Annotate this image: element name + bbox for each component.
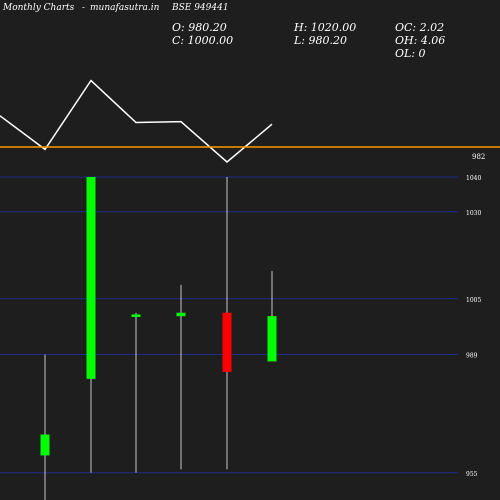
price-grid — [0, 176, 458, 474]
price-tick-label: 955 — [466, 471, 478, 478]
candle — [267, 270, 277, 362]
reference-line: 982 — [0, 146, 500, 161]
volume-line — [0, 79, 273, 163]
price-tick-label: 1040 — [466, 175, 481, 182]
price-tick-label: 1030 — [466, 210, 481, 217]
oc-value: OC: 2.02 — [395, 21, 445, 34]
header-separator: - — [82, 3, 86, 13]
candles — [40, 177, 277, 500]
candle — [40, 354, 50, 500]
candle-body — [222, 312, 232, 372]
candle — [86, 177, 96, 473]
price-tick-label: 989 — [466, 352, 478, 359]
candle — [176, 284, 186, 470]
candle-body — [131, 314, 141, 317]
low-value: L: 980.20 — [294, 34, 347, 47]
ol-value: OL: 0 — [395, 47, 426, 60]
symbol-label: BSE 949441 — [172, 3, 229, 13]
candle-body — [86, 177, 96, 379]
candle-body — [267, 316, 277, 362]
candle-body — [40, 434, 50, 456]
price-tick-label: 1005 — [466, 297, 481, 304]
high-value: H: 1020.00 — [294, 21, 357, 34]
price-axis-labels: 1040 1030 1005 989 955 — [466, 175, 481, 478]
candle — [131, 312, 141, 473]
candle-body — [176, 312, 186, 317]
site-name: munafasutra.in — [90, 3, 160, 13]
reference-line-label: 982 — [472, 153, 485, 161]
oh-value: OH: 4.06 — [395, 34, 446, 47]
chart-brand: Monthly Charts — [3, 3, 75, 13]
volume-line-chart — [0, 79, 273, 163]
open-value: O: 980.20 — [172, 21, 227, 34]
close-value: C: 1000.00 — [172, 34, 234, 47]
candle — [222, 177, 232, 470]
